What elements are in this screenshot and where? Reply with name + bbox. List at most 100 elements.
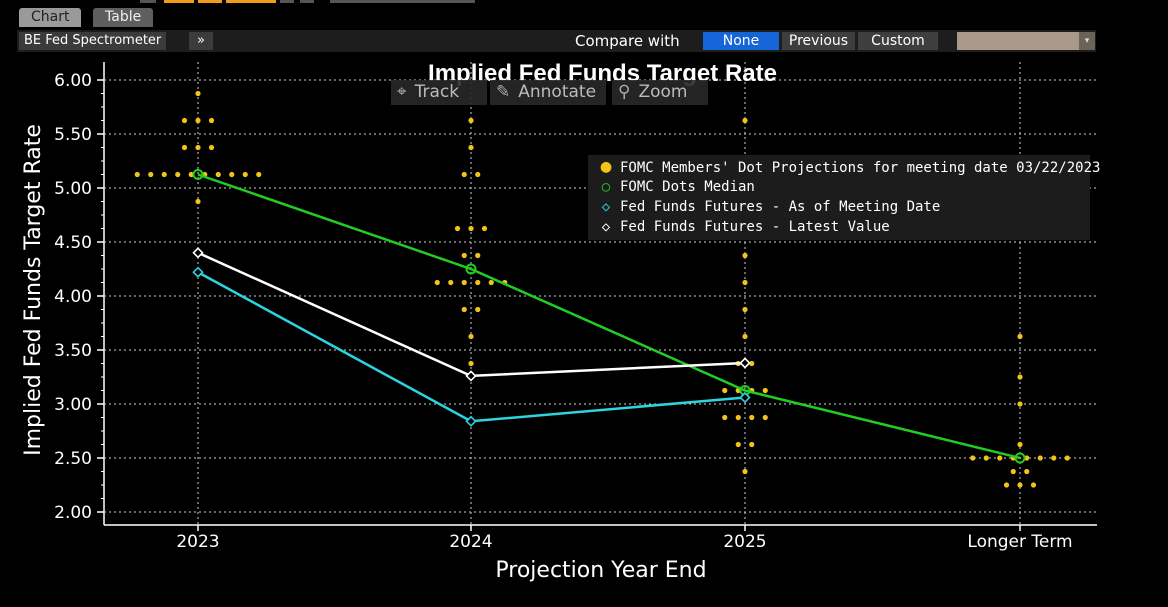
spectrometer-button[interactable]: BE Fed Spectrometer [19, 32, 167, 50]
dot-projection [454, 225, 461, 232]
dot-projection [749, 414, 755, 421]
x-tick-label: Longer Term [967, 532, 1072, 552]
zoom-label: Zoom [638, 82, 688, 102]
dot-projection [215, 171, 221, 178]
dot-projection [188, 171, 194, 178]
series-line [197, 173, 1021, 460]
y-tick-label: 3.00 [54, 395, 92, 415]
dot-projection [195, 90, 201, 97]
dot-projection [735, 414, 741, 421]
dot-projection [468, 117, 474, 124]
dot-projection [970, 455, 976, 461]
legend-item-dots: ● FOMC Members' Dot Projections for meeti… [596, 156, 1101, 177]
dot-projection [229, 171, 235, 178]
track-button[interactable]: ⌖ Track [391, 80, 487, 105]
annotate-label: Annotate [518, 82, 597, 102]
compare-custom-button[interactable]: Custom [858, 32, 938, 50]
dot-projection [242, 171, 248, 178]
dot-projection [134, 171, 140, 178]
dot-projection [468, 333, 474, 340]
y-axis-label: Implied Fed Funds Target Rate [21, 124, 46, 456]
dot-projection [461, 306, 467, 313]
dot-projection [475, 279, 481, 286]
dot-projection [735, 441, 741, 448]
track-label: Track [414, 82, 460, 102]
annotate-button[interactable]: ✎ Annotate [490, 80, 606, 105]
median-marker [192, 169, 204, 180]
dot-projection [742, 306, 748, 313]
futures-marker [192, 247, 204, 259]
x-tick-label: 2024 [449, 532, 492, 552]
legend-label: FOMC Dots Median [620, 179, 755, 195]
compare-dropdown[interactable]: ▾ [957, 32, 1095, 50]
y-tick-label: 2.50 [54, 449, 92, 469]
y-tick-label: 2.00 [54, 503, 92, 523]
legend-label: FOMC Members' Dot Projections for meetin… [620, 160, 1101, 176]
dot-projection [1037, 455, 1043, 461]
dot-projection [1024, 455, 1030, 461]
dot-projection [181, 117, 188, 124]
dot-projection [742, 279, 748, 286]
legend-item-futures-meeting: ◇ Fed Funds Futures - As of Meeting Date [596, 197, 941, 217]
dot-projection [1017, 441, 1023, 448]
dot-projection [148, 171, 154, 178]
dot-projection [195, 144, 201, 151]
dot-projection [195, 198, 201, 205]
dot-projection [461, 171, 467, 178]
pencil-icon: ✎ [496, 82, 511, 102]
dot-projection [1017, 333, 1023, 340]
y-tick-label: 5.50 [54, 125, 92, 145]
tab-table[interactable]: Table [93, 8, 154, 27]
legend-item-median: ○ FOMC Dots Median [596, 177, 755, 197]
dot-projection [762, 414, 768, 421]
dot-projection [481, 225, 488, 232]
dot-projection [749, 441, 755, 448]
y-tick-label: 6.00 [54, 71, 92, 91]
dot-projection [448, 279, 454, 286]
chevron-down-icon: ▾ [1079, 32, 1095, 50]
dot-projection [1010, 468, 1016, 475]
legend-label: Fed Funds Futures - As of Meeting Date [620, 199, 941, 215]
dot-projection [1051, 455, 1057, 461]
x-axis-label: Projection Year End [495, 558, 706, 583]
dot-projection [742, 333, 748, 340]
median-marker [1014, 452, 1026, 464]
dot-projection [1017, 374, 1023, 380]
dot-projection [488, 279, 494, 286]
dot-projection [475, 306, 481, 313]
magnifier-icon: ⚲ [618, 82, 631, 102]
more-button[interactable]: » [189, 32, 213, 50]
y-tick-label: 3.50 [54, 341, 92, 361]
dot-projection [749, 360, 755, 367]
dot-projection [1017, 482, 1023, 488]
dot-projection [1003, 482, 1010, 488]
dot-projection [722, 387, 728, 394]
legend-label: Fed Funds Futures - Latest Value [620, 219, 890, 235]
compare-none-button[interactable]: None [703, 32, 779, 50]
dot-projection [461, 279, 467, 286]
dot-projection [1024, 468, 1030, 475]
x-tick-label: 2023 [176, 532, 219, 552]
dot-projection [742, 117, 748, 124]
dot-projection [997, 455, 1003, 461]
compare-previous-button[interactable]: Previous [782, 32, 855, 50]
tab-chart[interactable]: Chart [19, 8, 82, 27]
crosshair-icon: ⌖ [397, 82, 407, 102]
dot-projection [468, 144, 474, 151]
dot-projection [1017, 401, 1023, 407]
dot-projection [475, 171, 481, 178]
futures-marker [192, 266, 204, 278]
dot-projection [208, 117, 215, 124]
circle-icon: ○ [601, 179, 611, 195]
dot-projection [1064, 455, 1070, 461]
zoom-button[interactable]: ⚲ Zoom [612, 80, 708, 105]
dot-projection [161, 171, 167, 178]
view-tabs: Chart Table [0, 0, 1168, 29]
dot-projection [742, 252, 748, 259]
top-strip [140, 0, 475, 3]
dot-projection [983, 455, 989, 461]
dot-icon: ● [600, 156, 612, 177]
dot-projection [742, 468, 748, 475]
diamond-icon: ◇ [601, 219, 611, 235]
